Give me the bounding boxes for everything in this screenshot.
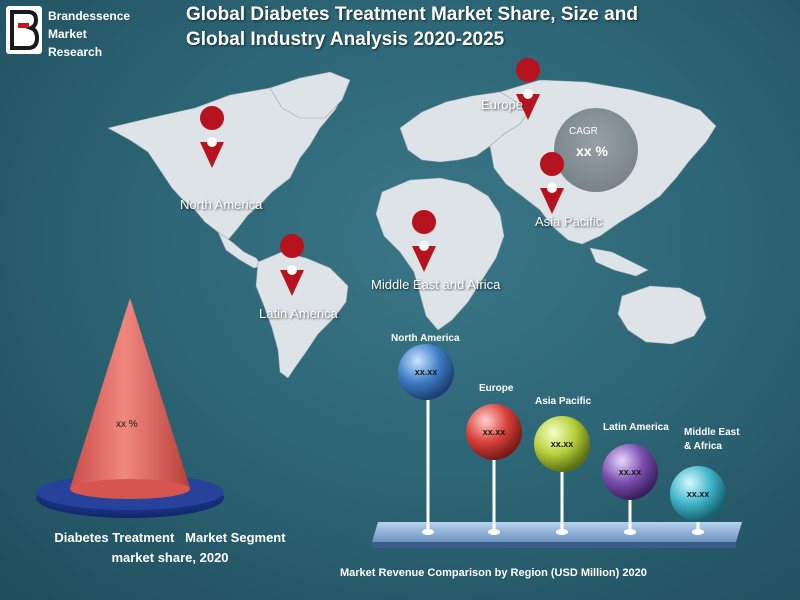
bubble-north-america bbox=[398, 344, 454, 400]
map-label-europe: Europe bbox=[481, 97, 523, 112]
bubble-label-middle-east-africa: Middle East & Africa bbox=[684, 426, 740, 454]
bubble-value-north-america: xx.xx bbox=[414, 367, 438, 377]
bubble-middle-east-africa bbox=[670, 466, 726, 522]
bubble-label-europe: Europe bbox=[479, 383, 514, 394]
cone-value: xx % bbox=[116, 419, 138, 430]
map-label-asia-pacific: Asia Pacific bbox=[535, 214, 603, 229]
cone-caption: Diabetes Treatment Market Segment market… bbox=[40, 528, 300, 568]
cone-caption-line-1: Diabetes Treatment Market Segment bbox=[54, 530, 286, 545]
map-label-middle-east-africa: Middle East and Africa bbox=[371, 277, 501, 292]
cone-shape bbox=[70, 298, 190, 497]
map-pins bbox=[200, 57, 565, 296]
bubble-label-north-america: North America bbox=[391, 333, 460, 344]
bubble-label-mea-line-1: Middle East bbox=[684, 427, 740, 438]
bubble-stem-bases bbox=[422, 529, 704, 535]
brand-line-1: Brandessence bbox=[48, 9, 131, 23]
title-line-2: Global Industry Analysis 2020-2025 bbox=[186, 29, 505, 50]
continent-greenland bbox=[269, 71, 351, 119]
map-label-north-america: North America bbox=[180, 197, 263, 212]
continent-south-america bbox=[255, 251, 349, 379]
bubble-value-europe: xx.xx bbox=[482, 427, 506, 437]
pin-middle-east-africa-icon bbox=[412, 210, 437, 272]
bubble-stems bbox=[426, 400, 700, 532]
cagr-value: xx % bbox=[576, 143, 608, 159]
title-line-1: Global Diabetes Treatment Market Share, … bbox=[186, 4, 638, 25]
cagr-label: CAGR bbox=[569, 126, 598, 137]
continent-africa bbox=[375, 177, 505, 331]
bubble-label-latin-america: Latin America bbox=[603, 422, 669, 433]
continent-central-america bbox=[217, 231, 263, 269]
pin-north-america-icon bbox=[200, 106, 225, 168]
bubble-asia-pacific bbox=[534, 416, 590, 472]
bubble-value-asia-pacific: xx.xx bbox=[550, 439, 574, 449]
revenue-comparison-caption: Market Revenue Comparison by Region (USD… bbox=[340, 567, 647, 579]
bubble-platform-edge bbox=[372, 542, 736, 548]
brand-line-2: Market bbox=[48, 27, 87, 41]
pin-latin-america-icon bbox=[280, 234, 305, 296]
bubble-label-mea-line-2: & Africa bbox=[684, 441, 722, 452]
brand-logo bbox=[6, 6, 42, 54]
bubble-value-latin-america: xx.xx bbox=[618, 467, 642, 477]
brand-logo-icon bbox=[10, 10, 40, 50]
brand-name: Brandessence Market Research bbox=[48, 7, 130, 61]
bubble-value-middle-east-africa: xx.xx bbox=[686, 489, 710, 499]
cagr-circle bbox=[554, 108, 638, 192]
pin-asia-pacific-icon bbox=[540, 152, 565, 214]
brand-line-3: Research bbox=[48, 45, 103, 59]
bubble-europe bbox=[466, 404, 522, 460]
bubble-label-asia-pacific: Asia Pacific bbox=[535, 396, 592, 407]
cone-bottom bbox=[70, 479, 190, 499]
pin-europe-icon bbox=[516, 57, 541, 120]
continent-australia bbox=[617, 285, 707, 345]
cone-caption-line-2: market share, 2020 bbox=[111, 550, 229, 565]
continent-se-asia bbox=[589, 247, 649, 277]
bubble-latin-america bbox=[602, 444, 658, 500]
page-title: Global Diabetes Treatment Market Share, … bbox=[186, 2, 746, 52]
map-label-latin-america: Latin America bbox=[259, 306, 338, 321]
